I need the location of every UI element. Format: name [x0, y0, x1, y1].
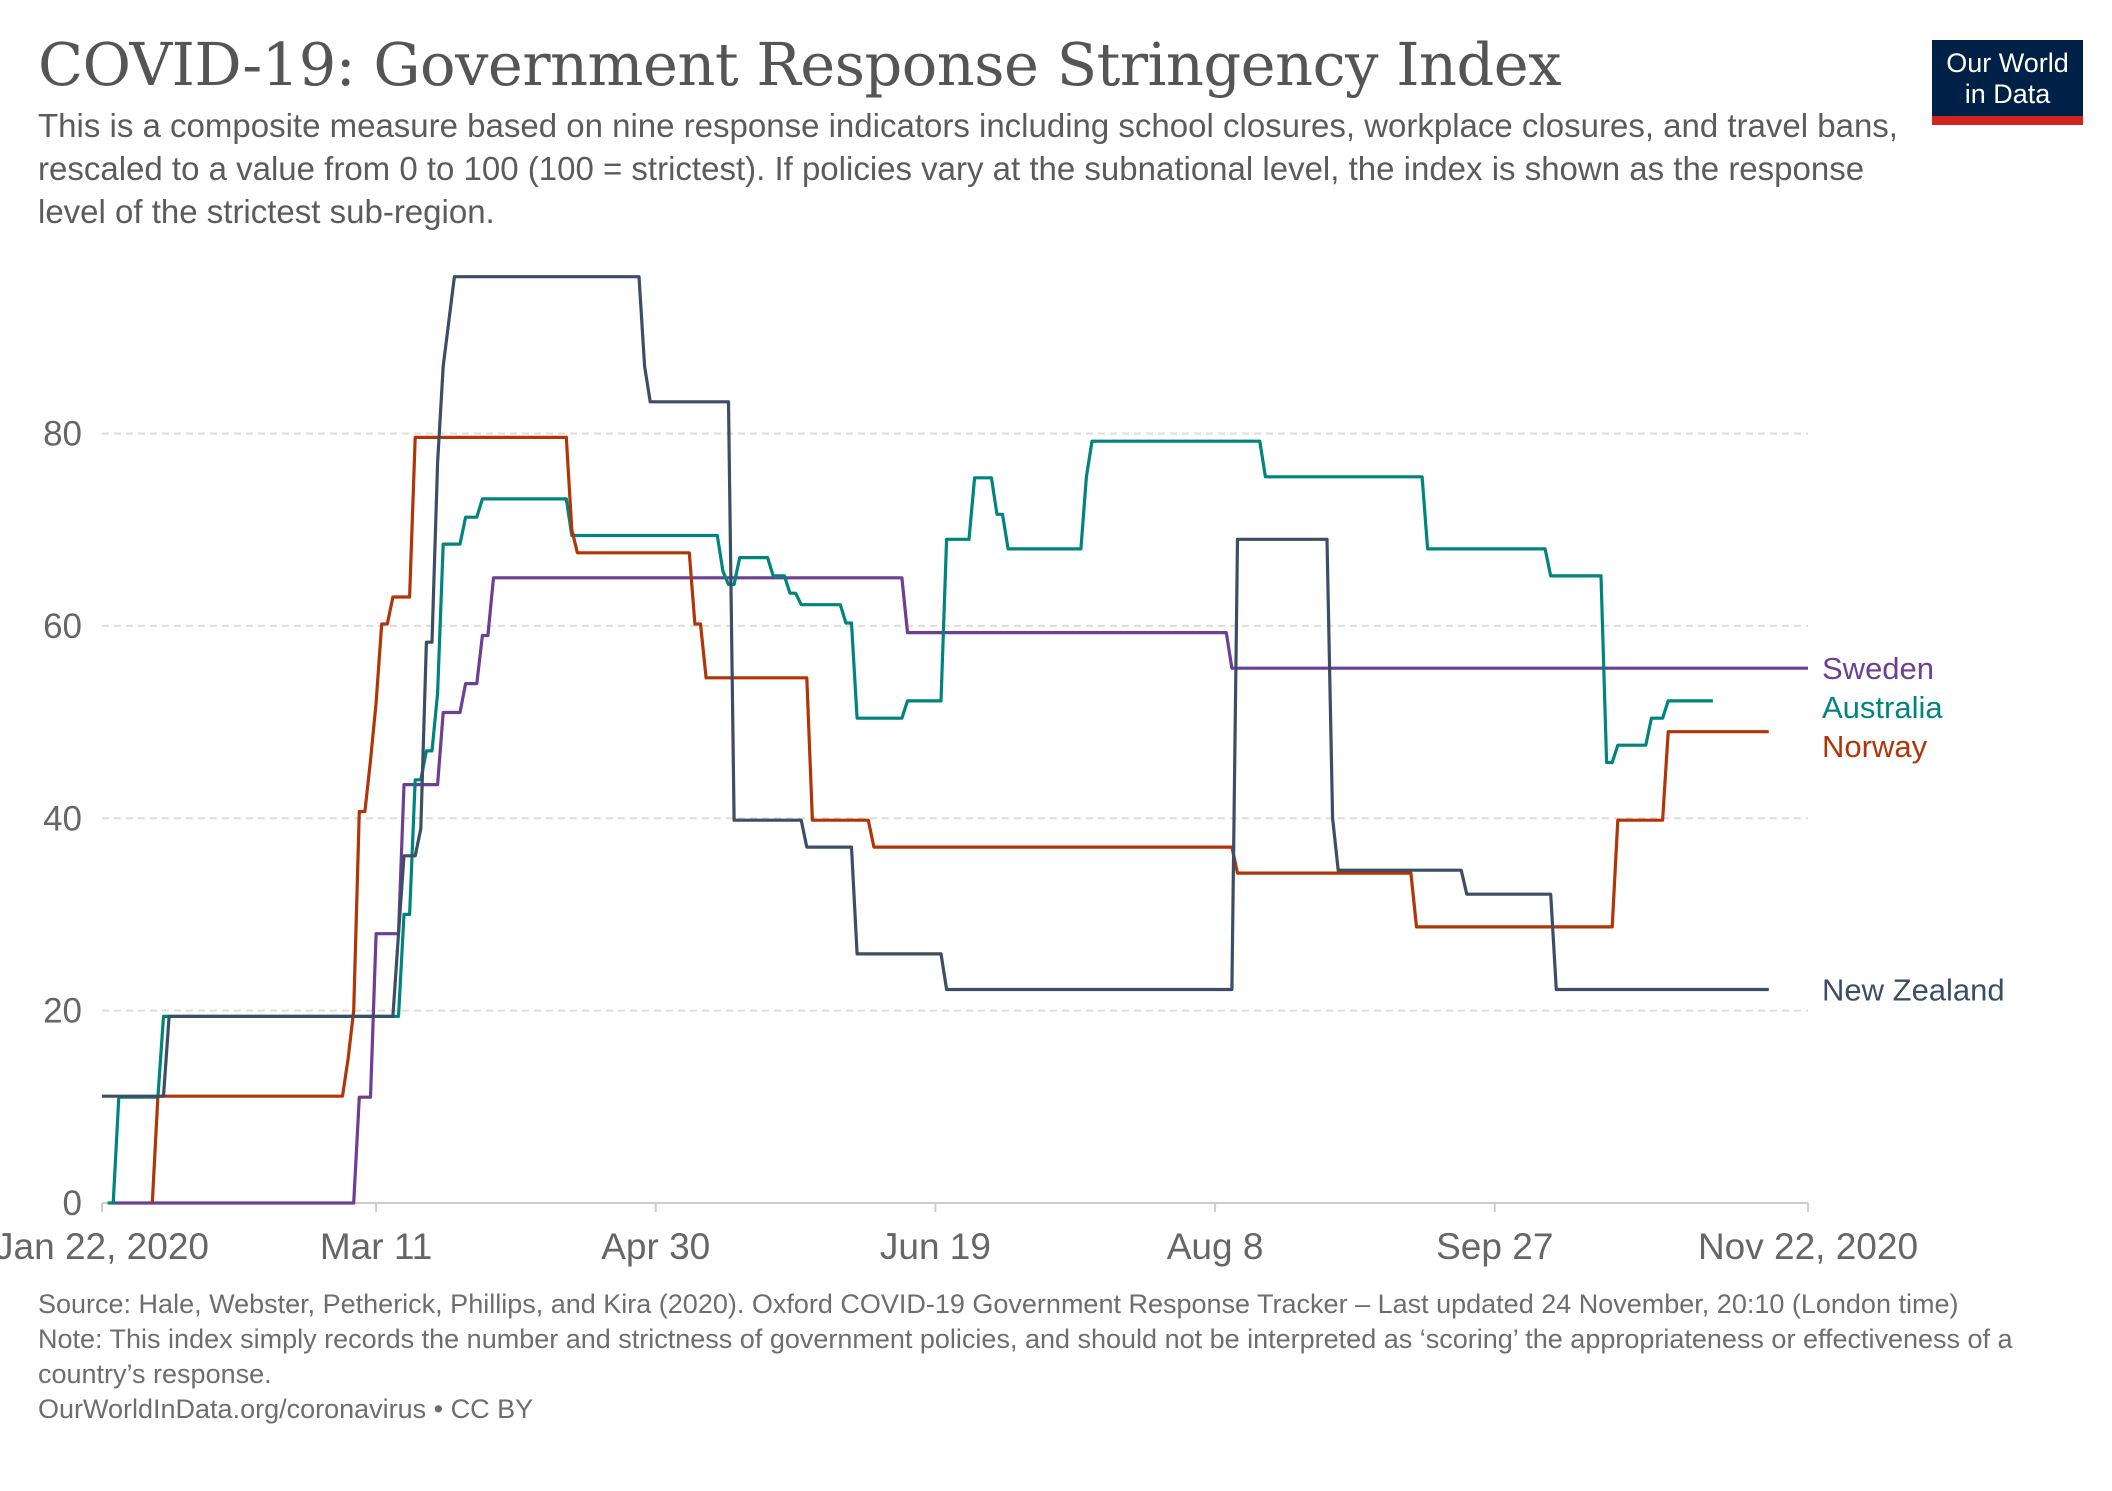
series-label-sweden[interactable]: Sweden [1822, 651, 1934, 686]
source-note: Source: Hale, Webster, Petherick, Philli… [38, 1289, 1959, 1319]
series-label-norway[interactable]: Norway [1822, 729, 1928, 764]
logo-line-2: in Data [1964, 79, 2051, 109]
y-tick-label: 20 [43, 992, 82, 1031]
series-line-norway[interactable] [150, 435, 1769, 1204]
series-labels: Sweden Australia Norway New Zealand [1822, 651, 2005, 1007]
logo-line-1: Our World [1946, 48, 2069, 78]
y-tick-label: 80 [43, 415, 82, 454]
x-tick-label: Mar 11 [320, 1226, 432, 1267]
y-tick-label: 0 [63, 1184, 82, 1223]
series-label-australia[interactable]: Australia [1822, 690, 1943, 725]
x-axis: Jan 22, 2020 Mar 11 Apr 30 Jun 19 Aug 8 Sep 2… [0, 1202, 1918, 1267]
x-tick-label: Sep 27 [1436, 1226, 1553, 1267]
series-line-australia[interactable] [107, 439, 1713, 1205]
series-label-new-zealand[interactable]: New Zealand [1822, 972, 2005, 1007]
chart-footer: Source: Hale, Webster, Petherick, Philli… [38, 1287, 2028, 1427]
chart-title: COVID-19: Government Response Stringency… [38, 30, 1561, 99]
series-line-new-zealand[interactable] [102, 275, 1769, 1098]
source-url[interactable]: OurWorldInData.org/coronavirus • CC BY [38, 1394, 534, 1424]
x-tick-label: Aug 8 [1167, 1226, 1264, 1267]
methodology-note: Note: This index simply records the numb… [38, 1324, 2013, 1389]
logo-accent-bar [1932, 116, 2083, 125]
owid-logo[interactable]: Our World in Data [1932, 40, 2083, 125]
x-tick-label: Jun 19 [880, 1226, 991, 1267]
chart-subtitle: This is a composite measure based on nin… [38, 107, 1898, 230]
y-tick-label: 40 [43, 799, 82, 838]
series-lines [102, 275, 1808, 1205]
series-line-sweden[interactable] [113, 576, 1808, 1205]
x-tick-label: Nov 22, 2020 [1698, 1226, 1918, 1267]
x-tick-label: Apr 30 [601, 1226, 710, 1267]
grid-lines: 0 20 40 60 80 [43, 415, 1808, 1223]
y-tick-label: 60 [43, 607, 82, 646]
x-tick-label: Jan 22, 2020 [0, 1226, 209, 1267]
